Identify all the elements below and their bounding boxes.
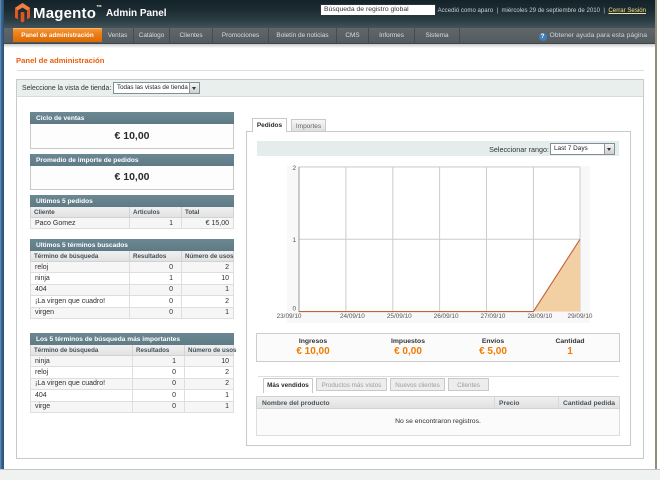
- svg-text:23/09/10: 23/09/10: [277, 313, 302, 320]
- svg-text:25/09/10: 25/09/10: [387, 313, 412, 320]
- svg-text:28/09/10: 28/09/10: [527, 313, 552, 320]
- svg-text:0: 0: [292, 306, 296, 313]
- svg-text:1: 1: [292, 237, 296, 244]
- svg-text:29/09/10: 29/09/10: [568, 313, 593, 320]
- svg-text:27/09/10: 27/09/10: [481, 313, 506, 320]
- svg-text:2: 2: [292, 165, 296, 172]
- svg-text:24/09/10: 24/09/10: [340, 313, 365, 320]
- svg-text:26/09/10: 26/09/10: [434, 313, 459, 320]
